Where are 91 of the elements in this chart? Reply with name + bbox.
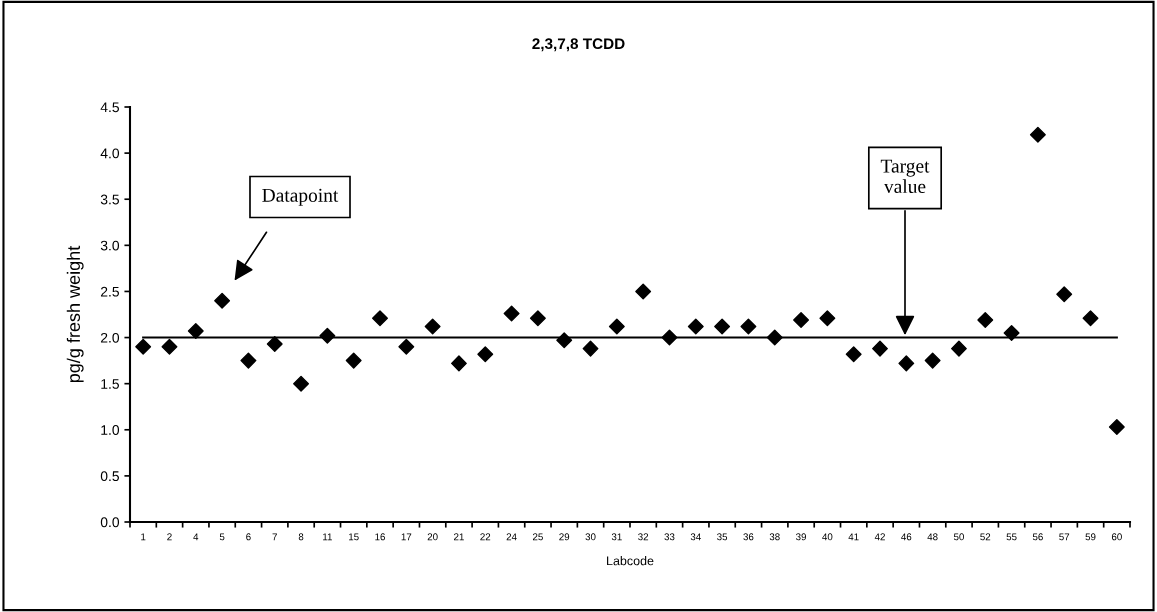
point <box>477 346 494 363</box>
point <box>1029 126 1046 143</box>
x-tick-label: 4 <box>193 533 199 541</box>
x-tick-label: 32 <box>638 533 649 541</box>
y-tick-label: 0.5 <box>100 471 119 482</box>
point <box>819 310 836 327</box>
y-tick-label: 4.0 <box>100 148 120 159</box>
point <box>214 292 231 309</box>
point <box>661 329 678 346</box>
x-tick-label: 36 <box>743 533 754 541</box>
point <box>266 336 283 352</box>
annotation: Target value <box>880 159 930 194</box>
y-axis-title: pg/g fresh weight <box>66 245 84 383</box>
point <box>635 283 652 300</box>
x-tick-label: 17 <box>401 533 412 541</box>
x-tick-label: 59 <box>1085 533 1096 541</box>
x-tick-label: 31 <box>611 533 622 541</box>
point <box>1056 286 1073 303</box>
x-tick-label: 39 <box>796 533 806 541</box>
x-tick-label: 2 <box>167 533 172 541</box>
point <box>398 338 415 355</box>
x-tick-label: 16 <box>375 533 385 541</box>
x-tick-label: 8 <box>298 533 304 541</box>
y-tick-label: 1.5 <box>101 379 119 389</box>
x-tick-label: 48 <box>927 533 938 541</box>
point <box>293 375 310 392</box>
point <box>372 310 388 327</box>
point <box>608 318 625 335</box>
x-tick-label: 5 <box>219 533 225 541</box>
x-tick-label: 15 <box>349 533 359 541</box>
x-tick-label: 55 <box>1006 533 1017 541</box>
x-tick-label: 60 <box>1111 533 1122 541</box>
x-tick-label: 33 <box>664 533 675 541</box>
point <box>950 340 967 357</box>
point <box>740 318 757 335</box>
x-tick-label: 40 <box>822 533 833 541</box>
point <box>793 312 810 329</box>
x-tick-label: 42 <box>874 533 885 541</box>
point <box>898 355 915 372</box>
x-tick-label: 21 <box>454 533 464 541</box>
y-tick-label: 0.0 <box>100 517 120 528</box>
point <box>503 305 520 322</box>
x-tick-label: 20 <box>427 533 438 541</box>
point <box>161 338 178 355</box>
point <box>424 318 441 335</box>
x-tick-label: 1 <box>141 533 146 541</box>
point <box>766 329 783 346</box>
point <box>714 318 731 335</box>
x-tick-label: 41 <box>848 533 859 541</box>
x-tick-label: 57 <box>1059 533 1070 541</box>
point <box>977 312 994 329</box>
x-axis-title: Labcode <box>607 556 654 566</box>
y-tick-label: 3.5 <box>100 194 119 205</box>
x-tick-label: 25 <box>532 533 543 541</box>
x-tick-label: 52 <box>980 533 991 541</box>
point <box>319 327 336 344</box>
x-tick-label: 38 <box>769 533 780 541</box>
x-tick-label: 56 <box>1032 533 1043 541</box>
x-tick-label: 30 <box>585 533 596 541</box>
point <box>1003 324 1020 341</box>
x-tick-label: 34 <box>690 533 701 541</box>
point <box>135 338 152 355</box>
point <box>529 310 546 327</box>
x-tick-label: 7 <box>272 533 277 541</box>
x-tick-label: 46 <box>901 533 912 541</box>
x-tick-label: 29 <box>559 533 570 541</box>
point <box>450 355 467 372</box>
x-tick-label: 35 <box>717 533 728 541</box>
point <box>924 352 941 369</box>
x-tick-label: 6 <box>246 533 251 541</box>
point <box>240 352 257 369</box>
y-tick-label: 1.0 <box>101 425 120 435</box>
y-tick-label: 2.0 <box>100 332 120 343</box>
y-tick-label: 4.5 <box>100 102 119 113</box>
point <box>187 323 204 340</box>
y-tick-label: 2.5 <box>100 286 119 297</box>
point <box>845 346 862 363</box>
chart-title: 2,3,7,8 TCDD <box>532 38 625 52</box>
point <box>687 318 704 335</box>
annotation: Datapoint <box>262 188 339 206</box>
x-tick-label: 50 <box>953 533 964 541</box>
point <box>582 340 599 357</box>
x-tick-label: 22 <box>480 533 491 541</box>
x-tick-label: 24 <box>506 533 517 541</box>
point <box>872 340 888 357</box>
point <box>1082 310 1099 327</box>
point <box>1108 419 1125 435</box>
point <box>556 332 573 349</box>
y-tick-label: 3.0 <box>100 240 120 251</box>
x-tick-label: 11 <box>323 533 332 541</box>
point <box>345 352 362 369</box>
